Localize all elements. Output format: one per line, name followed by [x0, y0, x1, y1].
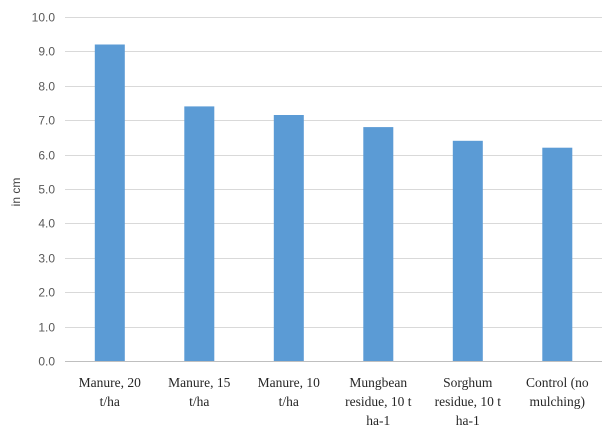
x-category-label: residue, 10 t: [345, 394, 412, 409]
bar: [94, 44, 125, 361]
x-category-label: residue, 10 t: [435, 394, 502, 409]
x-category-label: t/ha: [100, 394, 120, 409]
y-tick-label: 1.0: [38, 321, 55, 335]
y-tick-label: 7.0: [38, 114, 55, 128]
y-tick-label: 3.0: [38, 252, 55, 266]
bar: [452, 140, 483, 361]
x-category-label: mulching): [530, 394, 586, 409]
y-tick-label: 4.0: [38, 217, 55, 231]
y-tick-label: 6.0: [38, 149, 55, 163]
y-tick-label: 5.0: [38, 183, 55, 197]
bar: [542, 147, 573, 361]
bar: [363, 127, 394, 361]
gridlines: [65, 17, 602, 362]
x-category-label: t/ha: [279, 394, 299, 409]
x-category-label: Mungbean: [349, 375, 407, 390]
x-category-label: Manure, 20: [79, 375, 141, 390]
bars: [94, 44, 573, 362]
y-axis-ticks: 0.0 1.0 2.0 3.0 4.0 5.0 6.0 7.0 8.0 9.0 10.0: [32, 11, 56, 369]
bar: [273, 115, 304, 361]
y-tick-label: 9.0: [38, 45, 55, 59]
x-axis-categories: Manure, 20 t/ha Manure, 15 t/ha Manure, 10 t/…: [79, 375, 589, 427]
y-tick-label: 10.0: [32, 11, 56, 25]
y-tick-label: 8.0: [38, 80, 55, 94]
x-category-label: Sorghum: [443, 375, 493, 390]
x-category-label: Manure, 10: [258, 375, 320, 390]
y-tick-label: 0.0: [38, 355, 55, 369]
bar: [184, 106, 215, 362]
x-category-label: t/ha: [189, 394, 209, 409]
x-category-label: Manure, 15: [168, 375, 230, 390]
x-category-label: ha-1: [366, 413, 390, 427]
x-category-label: ha-1: [456, 413, 480, 427]
x-category-label: Control (no: [526, 375, 589, 390]
y-axis-title: in cm: [9, 178, 23, 207]
y-tick-label: 2.0: [38, 286, 55, 300]
